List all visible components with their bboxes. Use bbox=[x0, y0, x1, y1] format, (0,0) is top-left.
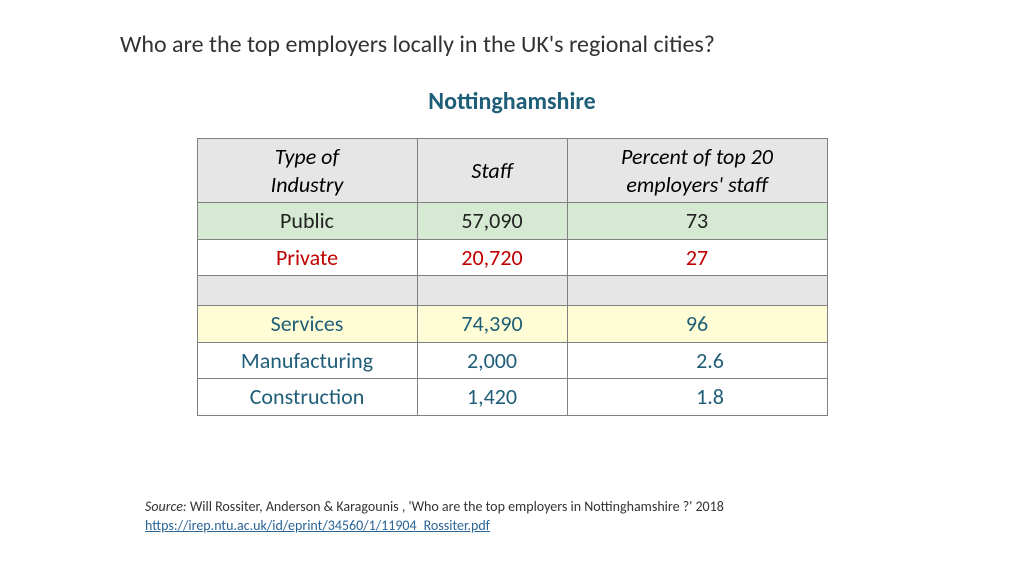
col-header-percent-l1: Percent of top 20employers' staff bbox=[621, 143, 773, 198]
col-header-staff: Staff bbox=[417, 139, 567, 203]
table-cell: 1.8 bbox=[567, 379, 827, 416]
table-cell bbox=[417, 276, 567, 306]
col-header-industry: Type ofIndustry bbox=[197, 139, 417, 203]
table-row: Public57,09073 bbox=[197, 203, 827, 240]
table-cell: 20,720 bbox=[417, 239, 567, 276]
subtitle: Nottinghamshire bbox=[60, 87, 964, 116]
source-label: Source: bbox=[145, 498, 187, 515]
col-header-industry-l1: Type ofIndustry bbox=[271, 143, 344, 198]
table-cell: Public bbox=[197, 203, 417, 240]
table-cell: Construction bbox=[197, 379, 417, 416]
table-cell bbox=[567, 276, 827, 306]
source-citation: Source: Will Rossiter, Anderson & Karago… bbox=[145, 497, 724, 536]
table-cell: Services bbox=[197, 306, 417, 343]
employers-table: Type ofIndustry Staff Percent of top 20e… bbox=[197, 138, 828, 416]
table-cell: 2,000 bbox=[417, 342, 567, 379]
source-text: Will Rossiter, Anderson & Karagounis , '… bbox=[187, 498, 724, 515]
table-cell bbox=[197, 276, 417, 306]
table-container: Type ofIndustry Staff Percent of top 20e… bbox=[60, 138, 964, 416]
table-body: Public57,09073Private20,72027Services74,… bbox=[197, 203, 827, 416]
table-row: Manufacturing2,0002.6 bbox=[197, 342, 827, 379]
table-cell: 57,090 bbox=[417, 203, 567, 240]
table-cell: 96 bbox=[567, 306, 827, 343]
table-row: Services74,39096 bbox=[197, 306, 827, 343]
table-cell: Private bbox=[197, 239, 417, 276]
table-cell: 74,390 bbox=[417, 306, 567, 343]
table-header-row: Type ofIndustry Staff Percent of top 20e… bbox=[197, 139, 827, 203]
page-title: Who are the top employers locally in the… bbox=[120, 30, 964, 59]
table-cell: 27 bbox=[567, 239, 827, 276]
col-header-percent: Percent of top 20employers' staff bbox=[567, 139, 827, 203]
table-row: Private20,72027 bbox=[197, 239, 827, 276]
table-cell: 2.6 bbox=[567, 342, 827, 379]
table-row: Construction1,4201.8 bbox=[197, 379, 827, 416]
source-link[interactable]: https://irep.ntu.ac.uk/id/eprint/34560/1… bbox=[145, 517, 490, 534]
table-row bbox=[197, 276, 827, 306]
table-cell: Manufacturing bbox=[197, 342, 417, 379]
table-cell: 73 bbox=[567, 203, 827, 240]
table-cell: 1,420 bbox=[417, 379, 567, 416]
